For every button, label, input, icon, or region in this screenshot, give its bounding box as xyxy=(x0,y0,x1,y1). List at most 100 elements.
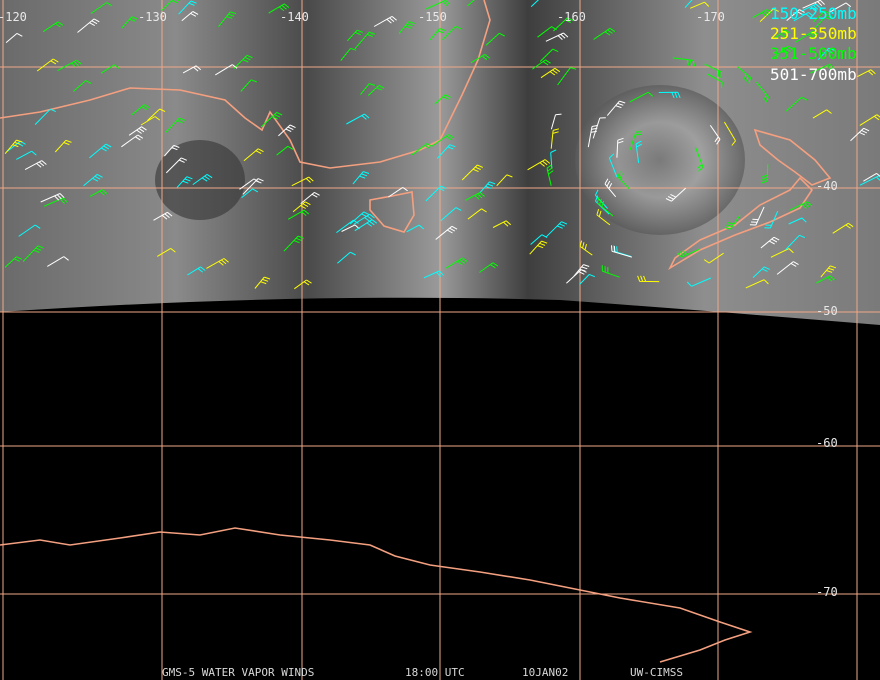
wind-barb xyxy=(550,113,562,130)
wind-barb xyxy=(242,178,264,195)
wind-barb xyxy=(425,185,447,202)
wind-barbs xyxy=(4,0,880,290)
wind-barb xyxy=(287,209,310,220)
wind-barb xyxy=(550,128,560,149)
wind-barb xyxy=(131,104,150,116)
footer-source: UW-CIMSS xyxy=(630,666,683,679)
wind-barb xyxy=(4,256,23,268)
wind-barb xyxy=(349,211,370,225)
wind-barb xyxy=(254,276,271,289)
wind-barb xyxy=(340,47,357,62)
legend-entry: 351-500mb xyxy=(770,44,857,63)
wind-barb xyxy=(18,224,41,237)
wind-barb xyxy=(587,124,598,148)
wind-barb xyxy=(686,277,711,287)
latitude-label: -40 xyxy=(816,179,838,193)
wind-barb xyxy=(90,2,112,15)
wind-barb xyxy=(617,171,631,190)
wind-barb xyxy=(283,235,304,252)
wind-barb xyxy=(532,59,551,70)
wind-barb xyxy=(703,252,724,264)
wind-barb xyxy=(611,245,633,258)
wind-barb xyxy=(337,251,356,264)
wind-barb xyxy=(336,219,359,234)
footer-time: 18:00 UTC xyxy=(405,666,465,679)
wind-barb xyxy=(388,186,408,198)
wind-barb xyxy=(707,73,723,89)
wind-barb xyxy=(47,256,69,267)
wind-barb xyxy=(761,164,769,184)
wind-barb xyxy=(292,201,311,213)
latitude-label: -50 xyxy=(816,304,838,318)
wind-barb xyxy=(268,3,290,14)
wind-barb xyxy=(816,275,836,284)
wind-barb xyxy=(820,265,837,278)
wind-barb xyxy=(635,140,643,163)
wind-barb xyxy=(665,187,687,202)
wind-barb xyxy=(596,208,611,226)
latitude-labels: -40 -50 -60 -70 xyxy=(816,179,838,599)
wind-barb xyxy=(546,164,554,186)
wind-barb xyxy=(557,67,577,86)
wind-barb xyxy=(352,171,370,185)
wind-barb xyxy=(770,248,794,258)
wind-barb xyxy=(785,234,806,250)
wind-barb xyxy=(530,234,548,245)
wind-barb xyxy=(4,139,23,155)
wind-barb xyxy=(606,100,626,116)
wind-barb xyxy=(411,143,433,156)
wind-barb xyxy=(215,64,238,76)
wind-barb xyxy=(34,108,56,125)
longitude-label: -140 xyxy=(280,10,309,24)
wind-barb xyxy=(164,144,180,157)
cyclone-swirl xyxy=(575,85,745,235)
wind-barb xyxy=(176,176,193,188)
wind-barb xyxy=(801,3,821,12)
wind-barb xyxy=(616,137,624,158)
wind-barb xyxy=(802,0,825,9)
wind-barb xyxy=(398,21,415,34)
wind-barb xyxy=(153,211,173,221)
wind-barb xyxy=(817,47,835,61)
wind-barb xyxy=(161,0,180,12)
wind-barb xyxy=(54,139,72,153)
wind-barb xyxy=(793,11,814,22)
wind-barb xyxy=(206,258,229,269)
wind-barb xyxy=(465,192,485,201)
wind-barb xyxy=(857,69,876,78)
wind-barb xyxy=(432,134,454,147)
wind-barb xyxy=(859,114,880,126)
wind-barb xyxy=(157,247,176,257)
wind-barb xyxy=(637,275,660,283)
wind-barb xyxy=(759,8,779,23)
wind-barb xyxy=(690,1,710,9)
wind-barb xyxy=(745,279,769,289)
wind-barb xyxy=(540,67,561,79)
wind-barb xyxy=(658,91,681,99)
wind-barb xyxy=(121,16,138,29)
wind-barb xyxy=(545,32,569,42)
wind-barb xyxy=(550,149,557,168)
wind-barb xyxy=(850,127,870,142)
wind-barb xyxy=(752,9,773,19)
latitude-label: -70 xyxy=(816,585,838,599)
wind-barb xyxy=(276,145,294,156)
wind-barb xyxy=(749,206,765,226)
wind-barb xyxy=(829,2,852,13)
wind-barb xyxy=(863,172,880,182)
wind-barb xyxy=(573,264,590,277)
wind-barb xyxy=(429,28,446,41)
wind-barb xyxy=(128,126,147,136)
wind-barb xyxy=(608,153,618,178)
wind-barb xyxy=(684,0,693,9)
wind-barb xyxy=(529,240,548,255)
wind-barb xyxy=(40,193,65,203)
wind-barb xyxy=(218,11,237,28)
wind-barb xyxy=(354,31,376,50)
longitude-label: -160 xyxy=(557,10,586,24)
wind-barb xyxy=(22,245,44,262)
wind-barb xyxy=(436,144,456,159)
wind-barb xyxy=(406,224,425,233)
wind-barb xyxy=(347,29,363,42)
